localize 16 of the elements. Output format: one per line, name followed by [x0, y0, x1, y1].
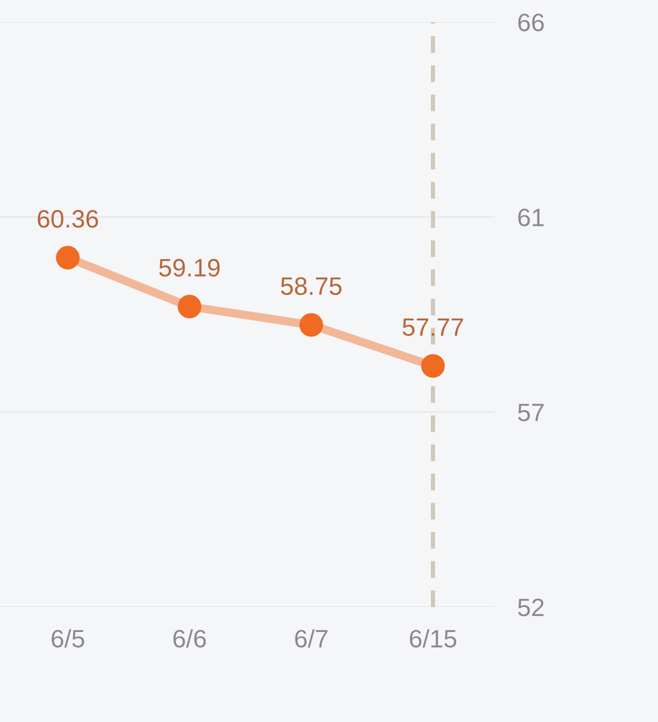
- data-label: 58.75: [280, 277, 342, 296]
- point: [299, 313, 324, 337]
- y-tick-label: 57: [518, 404, 544, 422]
- data-label: 60.36: [38, 210, 98, 228]
- y-tick-label: 61: [518, 208, 544, 226]
- x-tick-label: 6/15: [410, 629, 456, 648]
- point: [178, 294, 202, 318]
- y-tick-label: 66: [518, 14, 544, 32]
- x-tick-label: 6/7: [295, 629, 328, 648]
- data-label: 59.19: [159, 258, 220, 277]
- point: [421, 354, 445, 378]
- point: [56, 246, 80, 270]
- x-tick-label: 6/6: [173, 629, 206, 648]
- x-tick-label: 6/5: [52, 629, 84, 648]
- data-label: 57.77: [402, 318, 464, 336]
- y-tick-label: 52: [518, 598, 544, 616]
